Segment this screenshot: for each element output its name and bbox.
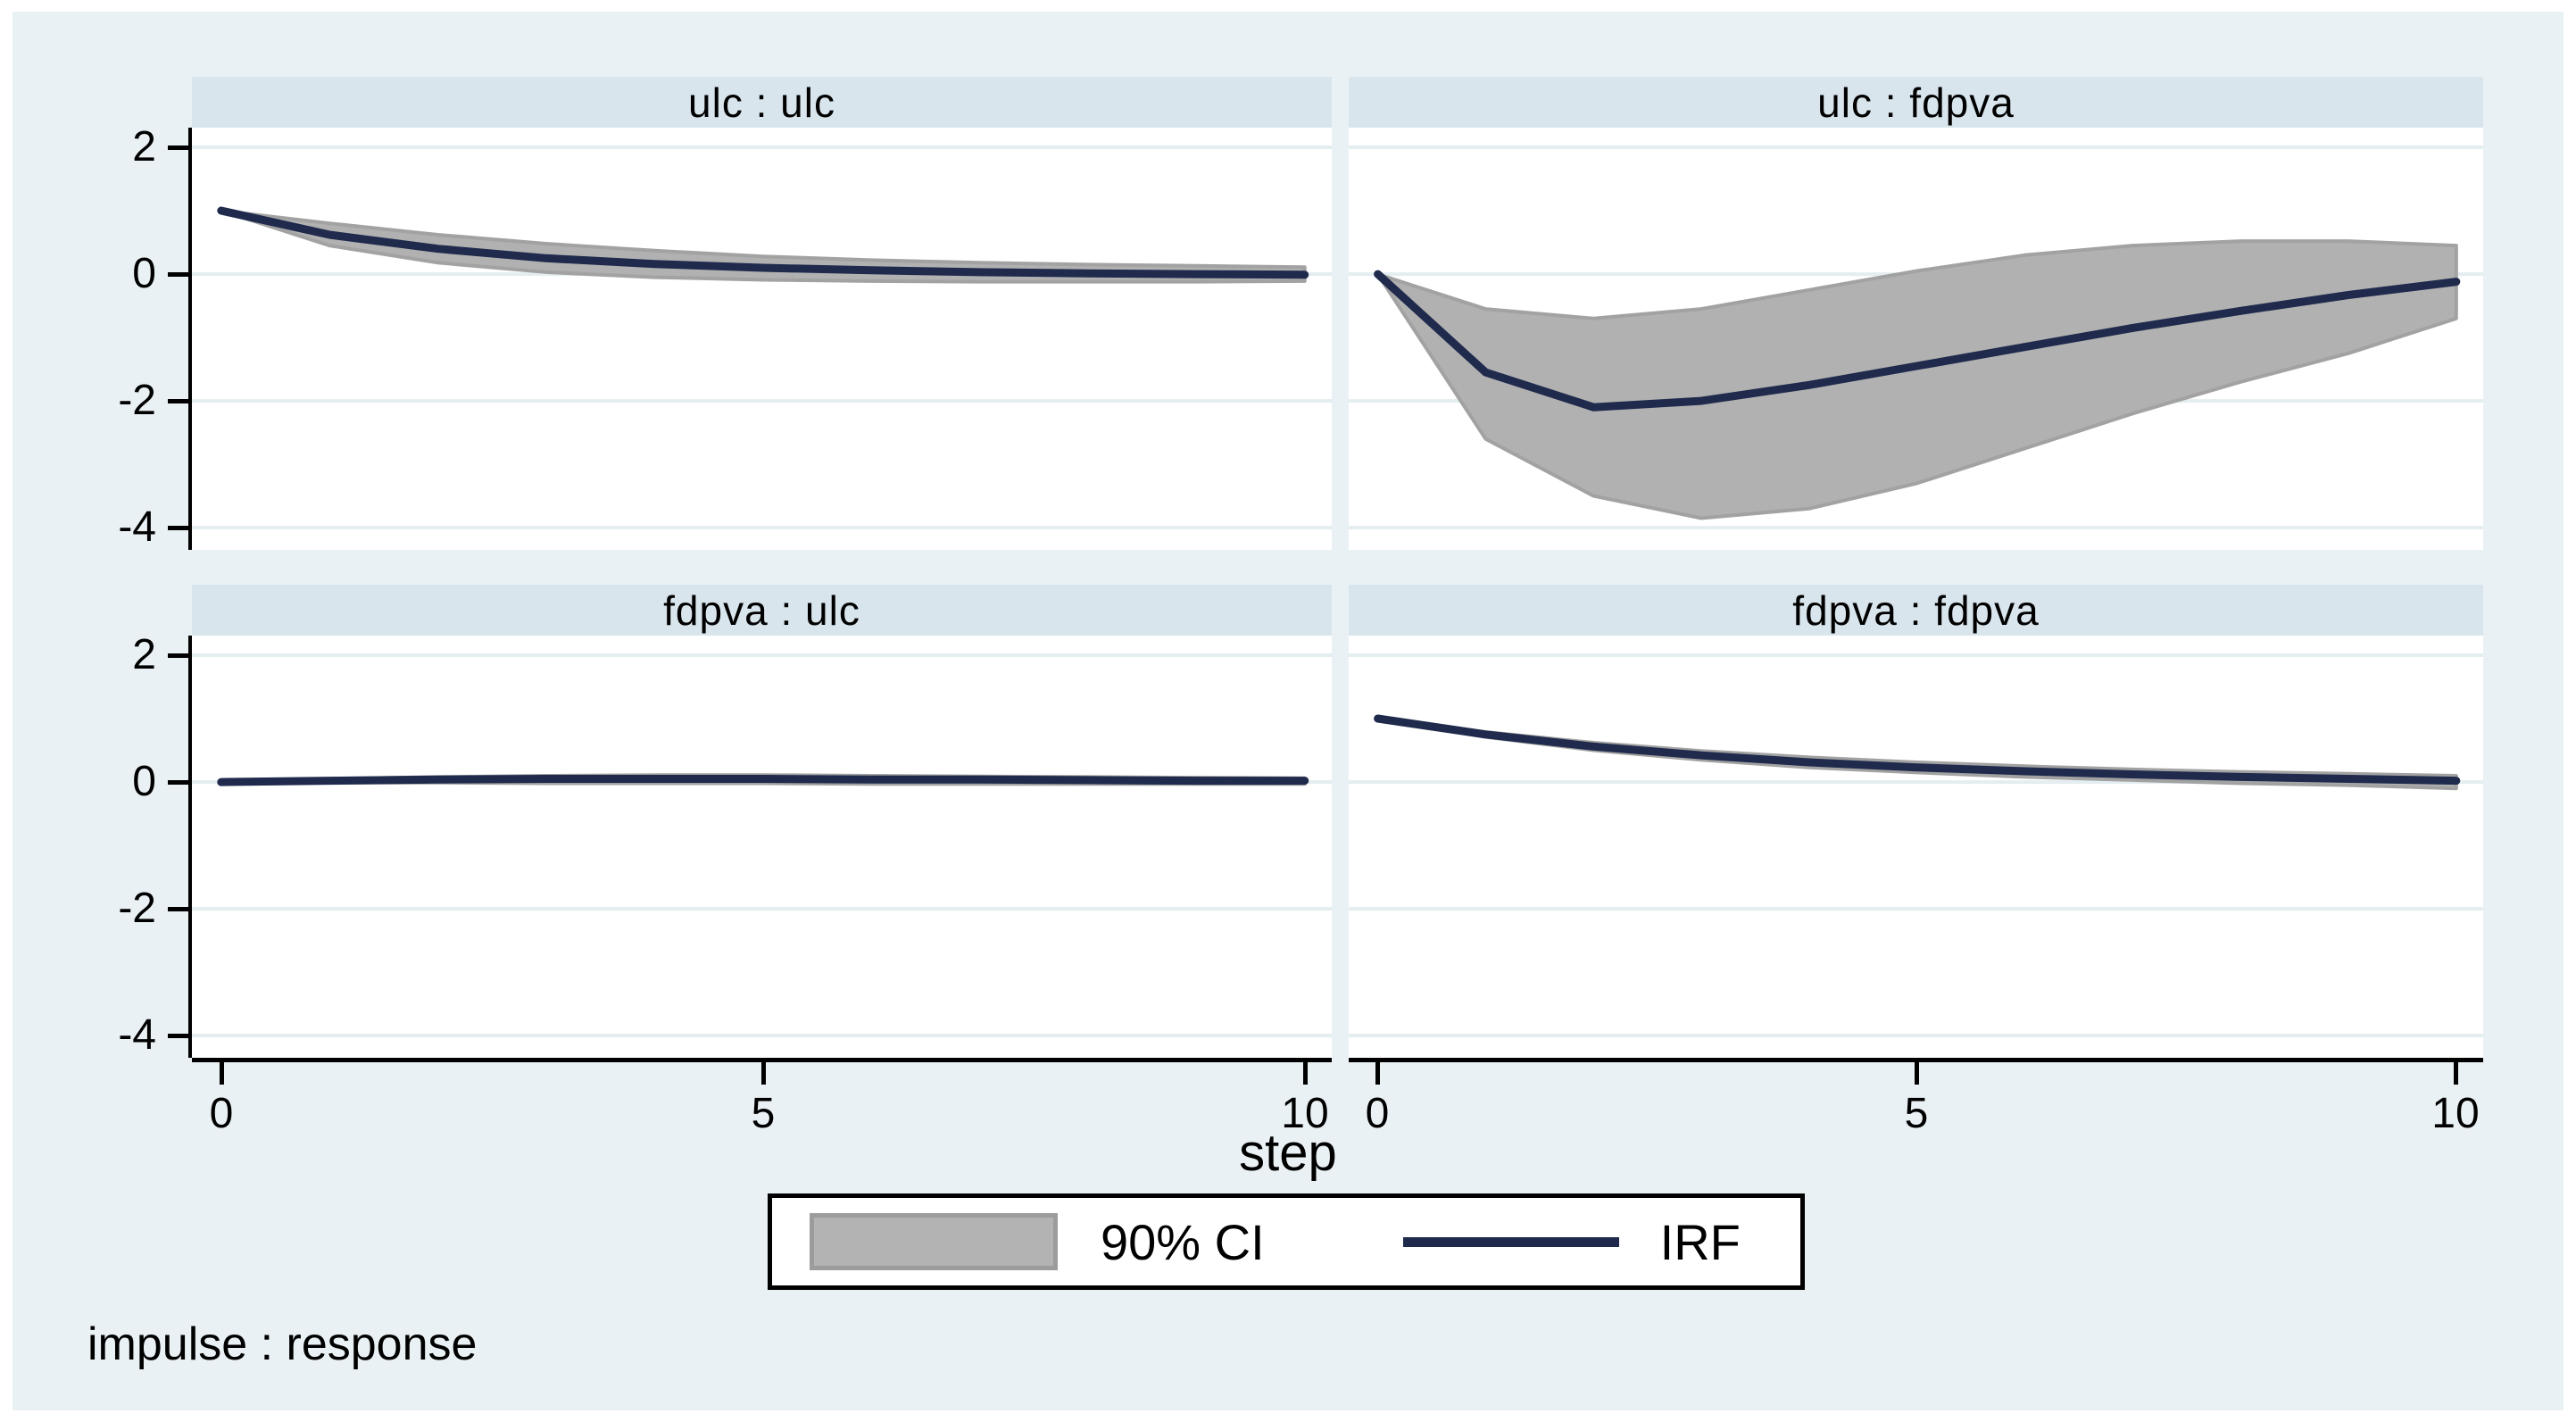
panel-title: ulc : ulc (688, 79, 835, 126)
y-tick-mark (168, 780, 192, 785)
panel-title: ulc : fdpva (1817, 79, 2015, 126)
y-tick-label: -2 (118, 377, 156, 424)
x-tick-label: 5 (751, 1090, 776, 1137)
panel-fdpva-ulc: fdpva : ulc (188, 585, 1332, 1058)
irf-chart (1349, 653, 2483, 1038)
plot-area (188, 128, 1332, 550)
x-tick-label: 0 (1365, 1090, 1390, 1137)
irf-chart (1349, 146, 2483, 530)
irf-chart (192, 653, 1332, 1038)
plot-area (1349, 128, 2483, 550)
irf-legend-label: IRF (1659, 1213, 1741, 1270)
ci-band-swatch (810, 1213, 1058, 1270)
y-tick-mark (168, 653, 192, 658)
y-tick-mark (168, 526, 192, 530)
y-tick-label: 0 (132, 758, 156, 805)
y-axis-line (188, 636, 192, 1058)
legend: 90% CI IRF (768, 1193, 1805, 1290)
panel-title: fdpva : ulc (663, 586, 860, 634)
y-tick-mark (168, 146, 192, 150)
x-tick-label: 10 (1281, 1090, 1329, 1137)
y-tick-mark (168, 272, 192, 277)
x-tick-label: 5 (1904, 1090, 1929, 1137)
y-tick-label: -2 (118, 885, 156, 932)
panel-fdpva-fdpva: fdpva : fdpva (1349, 585, 2483, 1058)
y-tick-label: 2 (132, 631, 156, 678)
x-tick-mark (220, 1062, 224, 1085)
plot-area (1349, 636, 2483, 1058)
panel-ulc-ulc: ulc : ulc (188, 77, 1332, 550)
x-tick-mark (1303, 1062, 1308, 1085)
panel-title-bar: fdpva : ulc (192, 585, 1332, 636)
panel-title-bar: fdpva : fdpva (1349, 585, 2483, 636)
x-axis-line (192, 1058, 1332, 1062)
x-tick-mark (1915, 1062, 1919, 1085)
panel-title-bar: ulc : ulc (192, 77, 1332, 128)
y-tick-mark (168, 907, 192, 911)
y-tick-mark (168, 1034, 192, 1038)
y-tick-label: -4 (118, 503, 156, 551)
x-tick-label: 10 (2431, 1090, 2480, 1137)
x-axis-line (1349, 1058, 2483, 1062)
y-tick-label: 2 (132, 123, 156, 170)
irf-line-sample (1402, 1236, 1619, 1247)
irf-chart (192, 146, 1332, 530)
x-axis-title: step (1239, 1124, 1337, 1182)
figure-note: impulse : response (87, 1318, 478, 1370)
x-tick-label: 0 (209, 1090, 234, 1137)
panel-title-bar: ulc : fdpva (1349, 77, 2483, 128)
x-tick-mark (761, 1062, 766, 1085)
y-axis-line (188, 128, 192, 550)
panel-title: fdpva : fdpva (1792, 586, 2040, 634)
x-tick-mark (1375, 1062, 1380, 1085)
y-tick-label: -4 (118, 1011, 156, 1059)
y-tick-label: 0 (132, 250, 156, 297)
x-tick-mark (2454, 1062, 2458, 1085)
panel-ulc-fdpva: ulc : fdpva (1349, 77, 2483, 550)
y-tick-mark (168, 399, 192, 403)
ci-legend-label: 90% CI (1101, 1213, 1265, 1270)
plot-area (188, 636, 1332, 1058)
